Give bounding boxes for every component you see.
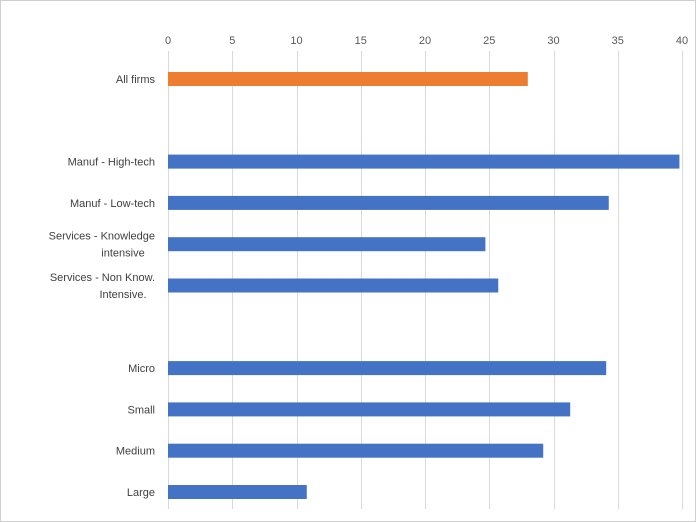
- x-tick-label: 15: [355, 35, 367, 47]
- category-label: Intensive.: [99, 289, 146, 301]
- x-tick-label: 25: [483, 35, 495, 47]
- x-tick-label: 10: [290, 35, 302, 47]
- bar: [168, 361, 607, 376]
- category-label: Small: [127, 404, 155, 416]
- x-tick-label: 0: [165, 35, 171, 47]
- category-label: Medium: [116, 446, 155, 458]
- category-label: Services - Non Know.: [50, 272, 155, 284]
- category-label: Large: [127, 487, 155, 499]
- category-label: Micro: [128, 363, 155, 375]
- category-label: All firms: [116, 74, 156, 86]
- category-labels: All firms Manuf - High-tech Manuf - Low-te…: [49, 74, 156, 499]
- x-tick-label: 35: [612, 35, 624, 47]
- x-axis-tick-labels: 0 5 10 15 20 25 30 35 40: [165, 35, 688, 47]
- x-tick-label: 20: [419, 35, 431, 47]
- x-tick-label: 5: [229, 35, 235, 47]
- bars: [168, 72, 680, 499]
- category-label: Manuf - High-tech: [68, 157, 155, 169]
- category-label: Services - Knowledge: [49, 231, 155, 243]
- x-tick-label: 30: [547, 35, 559, 47]
- bar: [168, 443, 544, 458]
- bar: [168, 72, 528, 86]
- category-label: Manuf - Low-tech: [70, 198, 155, 210]
- bar: [168, 154, 680, 169]
- bar: [168, 278, 499, 293]
- bar: [168, 237, 486, 252]
- x-tick-label: 40: [676, 35, 688, 47]
- bar: [168, 485, 307, 499]
- category-label: intensive: [101, 248, 144, 260]
- bar: [168, 402, 571, 417]
- bar: [168, 195, 609, 210]
